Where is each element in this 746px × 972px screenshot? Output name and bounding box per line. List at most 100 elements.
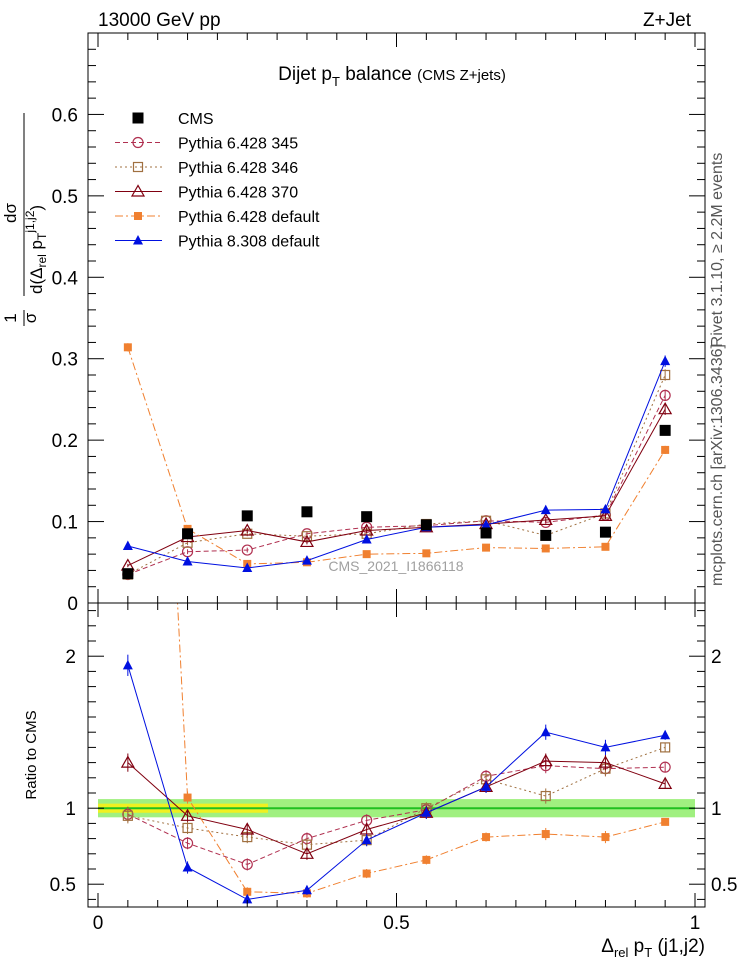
main-cms-point bbox=[659, 424, 671, 436]
legend-entry: Pythia 6.428 345 bbox=[115, 136, 298, 153]
main-cms-point bbox=[361, 511, 373, 523]
main-pythia-8-308-default-point bbox=[600, 503, 611, 514]
main-pythia-6-428-345-point bbox=[659, 389, 671, 401]
main-cms-point bbox=[480, 527, 492, 539]
main-ytick-label: 0.3 bbox=[52, 350, 78, 371]
collision-label: 13000 GeV pp bbox=[98, 10, 221, 31]
ratio-pythia-8-308-default-point bbox=[242, 893, 253, 904]
ylabel-dsigma: dσ bbox=[1, 203, 20, 223]
title-note: (CMS Z+jets) bbox=[417, 67, 506, 84]
ratio-pythia-6-428-346-point bbox=[540, 790, 551, 802]
main-cms-point bbox=[540, 529, 552, 541]
main-pythia-8-308-default-point bbox=[481, 519, 492, 529]
process-label: Z+Jet bbox=[643, 10, 692, 31]
main-pythia-6-428-345-point bbox=[241, 544, 253, 556]
main-pythia-6-428-default-point bbox=[601, 542, 610, 551]
x-tick-label: 1 bbox=[690, 913, 701, 934]
ratio-pythia-8-308-default-point bbox=[361, 834, 372, 845]
main-cms-point bbox=[420, 519, 432, 531]
ratio-pythia-6-428-370-point bbox=[658, 776, 673, 789]
main-pythia-6-428-default-line bbox=[127, 347, 666, 565]
main-ytick-label: 0.2 bbox=[52, 431, 78, 452]
ratio-pythia-8-308-default-point bbox=[481, 781, 492, 791]
ratio-ytick-label-right: 1 bbox=[711, 799, 722, 820]
legend-marker bbox=[132, 161, 144, 173]
legend-entry: Pythia 6.428 346 bbox=[115, 160, 298, 177]
main-pythia-6-428-345-line bbox=[127, 395, 666, 575]
ratio-pythia-6-428-default-point bbox=[362, 869, 371, 878]
ylabel-sigma: σ bbox=[21, 312, 40, 323]
main-y-axis-label: 1 σ dσ d(Δrel pTj1,j2) bbox=[1, 113, 49, 326]
main-pythia-6-428-346-series bbox=[122, 369, 671, 580]
main-pythia-8-308-default-point bbox=[182, 555, 193, 566]
legend-marker bbox=[130, 184, 146, 197]
ratio-pythia-6-428-370-point bbox=[359, 822, 374, 835]
ratio-pythia-6-428-345-line bbox=[127, 765, 666, 865]
ratio-pythia-6-428-370-point bbox=[240, 822, 255, 835]
main-pythia-6-428-346-line bbox=[127, 374, 666, 575]
legend-label: Pythia 6.428 default bbox=[178, 209, 320, 226]
legend-entry: Pythia 6.428 default bbox=[115, 209, 320, 226]
ratio-pythia-6-428-default-point bbox=[601, 833, 610, 842]
main-pythia-8-308-default-series bbox=[122, 355, 671, 572]
main-pythia-6-428-default-series bbox=[123, 343, 670, 568]
legend-entry: Pythia 6.428 370 bbox=[115, 184, 298, 202]
legend-entry: Pythia 8.308 default bbox=[115, 234, 320, 251]
main-ytick-label: 0 bbox=[67, 594, 78, 615]
chart-title: Dijet pT balance (CMS Z+jets) bbox=[278, 64, 506, 89]
x-axis-label: Δrel pT (j1,j2) bbox=[601, 936, 705, 960]
ratio-pythia-6-428-346-point bbox=[122, 810, 133, 821]
title-suffix: balance bbox=[340, 64, 417, 85]
ratio-pythia-8-308-default-point bbox=[122, 659, 133, 670]
main-ytick-label: 0.1 bbox=[52, 513, 78, 534]
main-cms-point bbox=[241, 510, 253, 522]
ratio-pythia-6-428-346-line bbox=[127, 746, 666, 846]
analysis-watermark: CMS_2021_I1866118 bbox=[328, 558, 463, 574]
main-pythia-8-308-default-point bbox=[122, 540, 133, 550]
ratio-pythia-8-308-default-series bbox=[122, 654, 671, 904]
main-pythia-6-428-370-point bbox=[598, 508, 613, 521]
ratio-pythia-8-308-default-point bbox=[301, 884, 312, 895]
ratio-pythia-6-428-346-point bbox=[182, 822, 193, 834]
main-x-ticks bbox=[97, 33, 696, 603]
ratio-pythia-6-428-370-line bbox=[127, 760, 666, 855]
legend-entry: CMS bbox=[132, 111, 214, 128]
ratio-pythia-6-428-370-point bbox=[538, 753, 553, 767]
ratio-pythia-8-308-default-point bbox=[182, 861, 193, 872]
main-pythia-6-428-345-series bbox=[122, 389, 671, 581]
ratio-pythia-6-428-345-point bbox=[659, 761, 671, 773]
ratio-pythia-6-428-346-point bbox=[660, 742, 671, 753]
ratio-y-axis: 0.5 0.5 1 1 2 2 bbox=[50, 610, 737, 900]
ratio-pythia-6-428-370-point bbox=[120, 755, 135, 768]
main-ytick-label: 0.6 bbox=[52, 105, 78, 126]
ratio-frame bbox=[87, 602, 706, 908]
legend-marker bbox=[133, 235, 143, 245]
main-pythia-6-428-370-point bbox=[299, 534, 314, 548]
legend: CMS Pythia 6.428 345 Pythia 6.428 346 Pythi… bbox=[115, 111, 320, 251]
main-pythia-8-308-default-point bbox=[242, 562, 253, 572]
ratio-pythia-6-428-345-point bbox=[241, 858, 253, 871]
main-pythia-8-308-default-point bbox=[660, 355, 671, 366]
ratio-pythia-6-428-370-point bbox=[299, 846, 314, 859]
main-pythia-6-428-346-point bbox=[660, 369, 671, 381]
main-pythia-6-428-default-point bbox=[362, 550, 371, 559]
ratio-pythia-6-428-370-point bbox=[598, 755, 613, 768]
ratio-pythia-6-428-default-point bbox=[661, 817, 670, 826]
ylabel-denominator: d(Δrel pTj1,j2) bbox=[23, 205, 49, 294]
main-pythia-6-428-370-series bbox=[120, 401, 673, 571]
main-cms-point bbox=[122, 568, 134, 580]
main-pythia-6-428-370-point bbox=[240, 523, 255, 536]
ratio-data-layer bbox=[120, 603, 673, 904]
main-pythia-8-308-default-point bbox=[361, 533, 372, 544]
ratio-pythia-8-308-default-point bbox=[600, 741, 611, 752]
ratio-pythia-8-308-default-point bbox=[660, 729, 671, 740]
main-panel: 0 0.1 0.2 0.3 0.4 0.5 0.6 Dijet pT balance (CM… bbox=[1, 32, 706, 615]
ratio-pythia-6-428-default-point bbox=[243, 887, 252, 896]
legend-label: Pythia 8.308 default bbox=[178, 234, 320, 251]
x-tick-label: 0 bbox=[93, 913, 104, 934]
ratio-pythia-6-428-345-point bbox=[181, 837, 194, 849]
ratio-ylabel: Ratio to CMS bbox=[23, 710, 40, 799]
legend-label: Pythia 6.428 370 bbox=[178, 185, 298, 202]
main-cms-point bbox=[599, 526, 611, 538]
